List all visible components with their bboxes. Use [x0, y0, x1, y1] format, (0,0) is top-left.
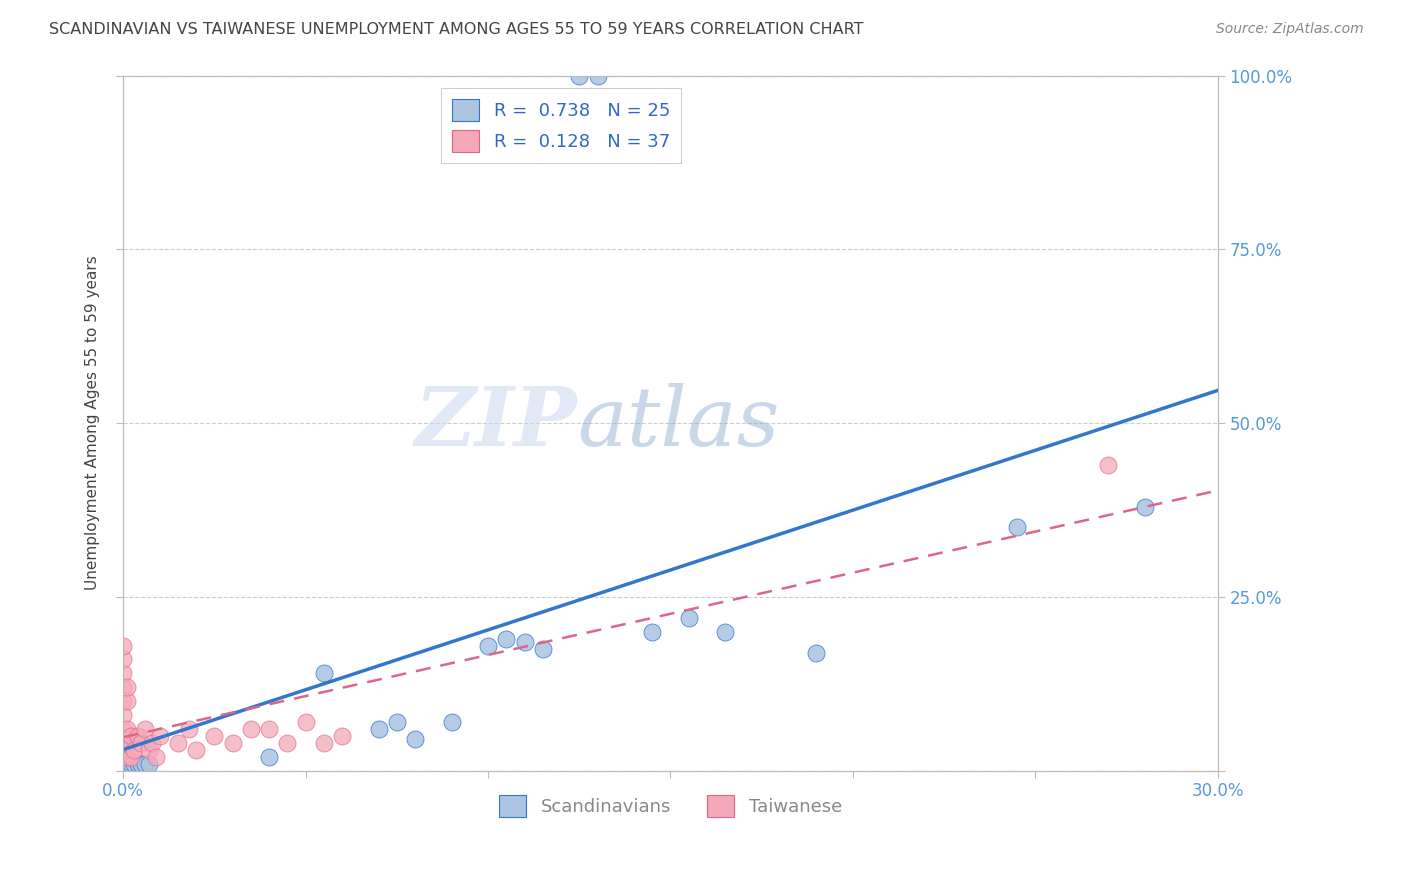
Text: SCANDINAVIAN VS TAIWANESE UNEMPLOYMENT AMONG AGES 55 TO 59 YEARS CORRELATION CHA: SCANDINAVIAN VS TAIWANESE UNEMPLOYMENT A… [49, 22, 863, 37]
Point [138, 756, 160, 771]
Legend: Scandinavians, Taiwanese: Scandinavians, Taiwanese [492, 788, 849, 824]
Point [115, 722, 138, 736]
Point [112, 666, 135, 681]
Point [177, 722, 200, 736]
Point [115, 680, 138, 694]
Point [112, 749, 135, 764]
Point [112, 743, 135, 757]
Point [131, 756, 153, 771]
Point [149, 729, 172, 743]
Point [385, 714, 408, 729]
Point [330, 729, 353, 743]
Point [1005, 520, 1028, 534]
Point [112, 708, 135, 723]
Point [641, 624, 664, 639]
Point [513, 635, 536, 649]
Point [367, 722, 389, 736]
Point [112, 694, 135, 708]
Point [122, 756, 145, 771]
Point [257, 722, 280, 736]
Point [112, 736, 135, 750]
Point [294, 714, 316, 729]
Point [167, 736, 190, 750]
Text: atlas: atlas [578, 383, 780, 463]
Text: ZIP: ZIP [415, 383, 578, 463]
Y-axis label: Unemployment Among Ages 55 to 59 years: Unemployment Among Ages 55 to 59 years [86, 256, 100, 591]
Point [112, 639, 135, 653]
Point [312, 736, 335, 750]
Point [221, 736, 243, 750]
Point [141, 736, 163, 750]
Point [112, 722, 135, 736]
Point [127, 756, 149, 771]
Point [276, 736, 298, 750]
Point [404, 732, 426, 747]
Point [131, 736, 153, 750]
Point [145, 749, 167, 764]
Point [112, 652, 135, 666]
Point [440, 714, 463, 729]
Point [127, 729, 149, 743]
Point [477, 639, 499, 653]
Point [120, 756, 142, 771]
Point [204, 729, 226, 743]
Point [115, 756, 138, 771]
Point [138, 743, 160, 757]
Point [134, 756, 156, 771]
Point [586, 69, 609, 83]
Point [495, 632, 517, 646]
Point [122, 743, 145, 757]
Point [806, 646, 828, 660]
Point [115, 749, 138, 764]
Point [112, 680, 135, 694]
Point [115, 694, 138, 708]
Point [239, 722, 262, 736]
Point [714, 624, 737, 639]
Point [568, 69, 591, 83]
Point [1097, 458, 1119, 472]
Text: Source: ZipAtlas.com: Source: ZipAtlas.com [1216, 22, 1364, 37]
Point [134, 722, 156, 736]
Point [678, 611, 700, 625]
Point [115, 736, 138, 750]
Point [186, 743, 208, 757]
Point [257, 749, 280, 764]
Point [312, 666, 335, 681]
Point [120, 749, 142, 764]
Point [531, 642, 554, 657]
Point [120, 729, 142, 743]
Point [1133, 500, 1156, 514]
